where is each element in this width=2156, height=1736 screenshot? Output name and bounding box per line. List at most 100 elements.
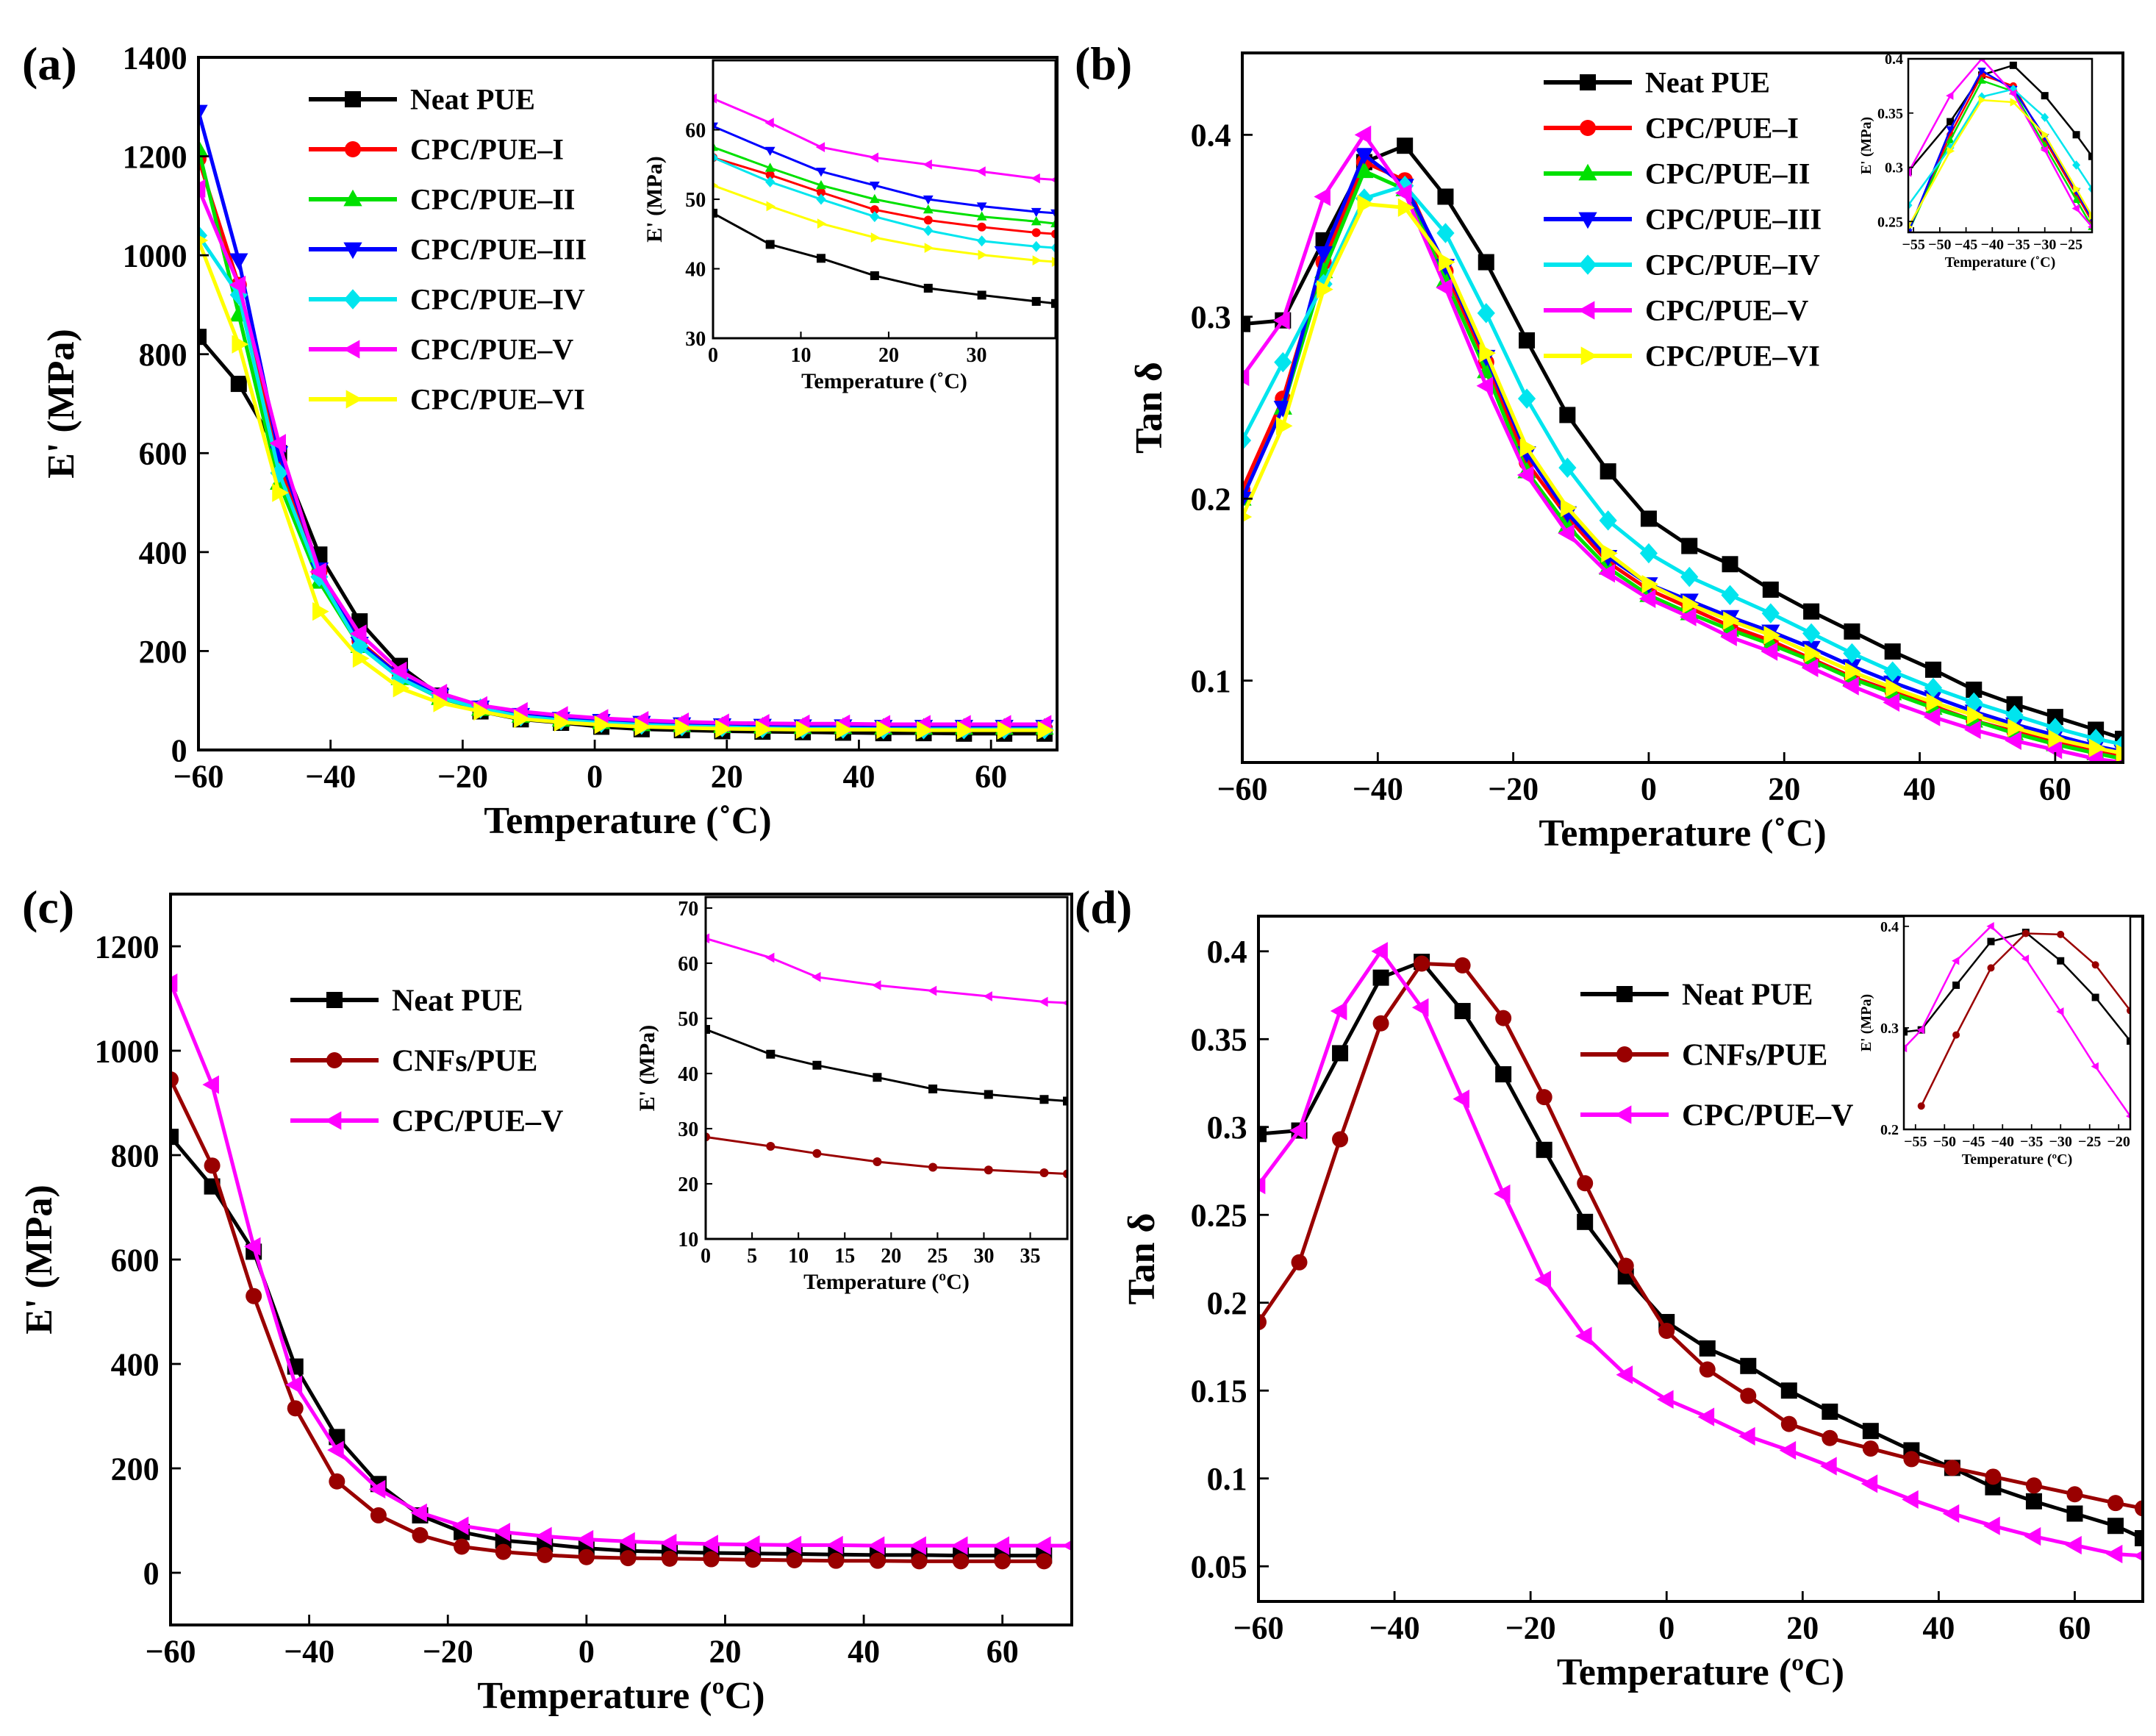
panel-b-y-axis-label: Tan δ xyxy=(1128,362,1170,454)
panel-a-legend-marker xyxy=(343,340,360,359)
panel-b-xtick-label: 40 xyxy=(1904,771,1936,807)
panel-b-point-cpc-pue-v xyxy=(1394,183,1412,203)
panel-b-point-cpc-pue-vi xyxy=(1479,343,1496,362)
panel-c-inset-point-cpc-pue-v xyxy=(765,952,775,963)
panel-a-legend: Neat PUE CPC/PUE–I CPC/PUE–II CPC/PUE–III CP… xyxy=(309,83,587,416)
panel-b-legend-marker xyxy=(1578,254,1597,275)
panel-c-inset-xtick-label: 5 xyxy=(747,1245,757,1268)
panel-c-inset-point-cpc-pue-v xyxy=(1061,999,1067,1007)
panel-d-plot-area xyxy=(1258,942,2143,1564)
panel-a-ytick-label: 600 xyxy=(139,436,187,472)
panel-b-point-cpc-pue-iv xyxy=(1274,351,1292,373)
panel-b-point-neat-pue xyxy=(1600,463,1616,480)
panel-c-point-cpc-pue-v xyxy=(992,1536,1010,1555)
panel-b-point-cpc-pue-iv xyxy=(1721,585,1739,606)
panel-b-inset-x-axis-label: Temperature (˚C) xyxy=(1945,254,2056,271)
panel-b-point-cpc-pue-v xyxy=(1720,627,1737,646)
panel-d-legend-item-neat-pue: Neat PUE xyxy=(1580,978,1813,1012)
panel-a-xtick-label: 0 xyxy=(587,759,603,795)
panel-b-point-cpc-pue-v xyxy=(1801,658,1819,677)
panel-c-legend-label: CPC/PUE–V xyxy=(392,1104,563,1138)
panel-c-xtick-label: 0 xyxy=(579,1634,595,1670)
panel-a-inset-series-cpc-pue-vi xyxy=(713,182,1056,267)
panel-d-inset-point-neat-pue xyxy=(2057,957,2065,965)
panel-d-point-neat-pue xyxy=(1332,1045,1349,1062)
panel-a-point-cpc-pue-vi xyxy=(272,483,289,502)
panel-a-point-cpc-pue-v xyxy=(198,179,206,198)
panel-b-label: (b) xyxy=(1075,37,1132,90)
panel-a-point-cpc-pue-vi xyxy=(433,693,451,712)
panel-b-point-cpc-pue-v xyxy=(1516,465,1534,485)
panel-b-point-cpc-pue-iii xyxy=(1242,491,1252,509)
panel-a-xtick-label: 40 xyxy=(842,759,875,795)
panel-c-legend-marker xyxy=(326,992,343,1008)
panel-b-inset-xtick-label: −35 xyxy=(2007,237,2030,253)
panel-a-xtick-label: −40 xyxy=(305,759,356,795)
panel-b-legend-marker xyxy=(1580,74,1596,90)
panel-b-xtick-label: −60 xyxy=(1217,771,1267,807)
panel-a-inset-line-neat-pue xyxy=(713,212,1056,305)
panel-c-point-cnfs-pue xyxy=(204,1157,221,1174)
panel-b-point-cpc-pue-v xyxy=(1314,187,1331,207)
panel-a-inset-point-cpc-pue-iii xyxy=(1050,209,1056,219)
panel-b-ytick-label: 0.2 xyxy=(1191,482,1231,518)
panel-b-inset-point-cpc-pue-vi xyxy=(2010,98,2018,107)
panel-d-inset-point-cnfs-pue xyxy=(1987,964,1995,972)
panel-b-point-cpc-pue-vi xyxy=(1357,194,1375,214)
panel-a-legend-marker xyxy=(343,189,362,207)
panel-b-inset-point-cpc-pue-iv xyxy=(2088,184,2092,194)
panel-c-inset-ytick-label: 20 xyxy=(678,1174,698,1196)
panel-d-point-cpc-pue-v xyxy=(1330,1001,1347,1021)
panel-d-point-cpc-pue-v xyxy=(1738,1426,1755,1446)
panel-d-point-neat-pue xyxy=(1822,1403,1838,1420)
panel-c-xtick-label: 60 xyxy=(986,1634,1019,1670)
panel-b-point-neat-pue xyxy=(1924,661,1941,678)
panel-c-inset-point-neat-pue xyxy=(1039,1095,1049,1104)
panel-d-point-cnfs-pue xyxy=(1332,1131,1349,1148)
panel-d-inset-point-neat-pue xyxy=(2091,993,2099,1001)
panel-a-inset-line-cpc-pue-v xyxy=(713,97,1056,181)
panel-c-point-cpc-pue-v xyxy=(535,1526,552,1546)
panel-b-point-cpc-pue-iv xyxy=(1477,303,1495,324)
panel-c-point-cpc-pue-v xyxy=(368,1479,386,1499)
panel-d-ytick-label: 0.15 xyxy=(1191,1374,1247,1410)
panel-c-inset-series-neat-pue xyxy=(706,1025,1067,1106)
panel-b-inset-point-cpc-pue-v xyxy=(2071,204,2080,213)
panel-c-inset-xtick-label: 35 xyxy=(1020,1245,1041,1268)
panel-a-inset-point-cpc-pue-vi xyxy=(870,232,881,243)
panel-d-inset-point-cpc-pue-v xyxy=(1986,922,1994,931)
panel-a-inset-point-cpc-pue-i xyxy=(765,170,775,179)
panel-c-x-axis-label: Temperature (ºC) xyxy=(477,1675,764,1717)
panel-c-point-cpc-pue-v xyxy=(618,1532,635,1551)
panel-b-inset-plot-area xyxy=(1908,59,2092,232)
panel-a-label: (a) xyxy=(22,37,77,90)
panel-d-inset-y-axis-label: E' (MPa) xyxy=(1858,994,1874,1051)
panel-a-inset-xtick-label: 10 xyxy=(790,344,811,367)
panel-a-point-cpc-pue-v xyxy=(350,624,367,643)
panel-c-inset-line-cpc-pue-v xyxy=(706,937,1067,1004)
panel-b-point-cpc-pue-iv xyxy=(1802,623,1821,644)
panel-b-point-cpc-pue-v xyxy=(1923,707,1941,726)
panel-d-label: (d) xyxy=(1075,881,1132,933)
panel-b-point-cpc-pue-iv xyxy=(1355,188,1373,209)
panel-d-xtick-label: −60 xyxy=(1233,1610,1283,1646)
panel-a-inset-point-neat-pue xyxy=(977,290,986,300)
panel-d-point-neat-pue xyxy=(1740,1357,1757,1374)
panel-c-inset-point-cnfs-pue xyxy=(984,1165,993,1175)
panel-a-xtick-label: 20 xyxy=(711,759,743,795)
panel-a-inset-point-cpc-pue-v xyxy=(923,159,932,170)
panel-b-point-neat-pue xyxy=(1803,603,1820,620)
panel-b-point-cpc-pue-vi xyxy=(1397,198,1415,217)
panel-d-point-cnfs-pue xyxy=(1822,1429,1838,1446)
panel-c-inset-point-cpc-pue-v xyxy=(1039,996,1048,1007)
panel-d-series-cnfs-pue xyxy=(1258,955,2143,1517)
panel-c-point-cnfs-pue xyxy=(869,1552,886,1569)
panel-a-inset-point-neat-pue xyxy=(713,208,717,218)
panel-b-point-cpc-pue-iii xyxy=(1314,246,1333,263)
panel-b-inset-point-cpc-pue-vi xyxy=(2073,185,2081,193)
panel-b-inset-point-cpc-pue-ii xyxy=(2071,195,2081,203)
panel-b-series-cpc-pue-vi xyxy=(1242,194,2123,762)
panel-a-inset-series-cpc-pue-ii xyxy=(713,141,1056,228)
panel-d-inset-xtick-label: −40 xyxy=(1991,1134,2014,1150)
panel-a-inset-point-cpc-pue-ii xyxy=(1050,218,1056,228)
